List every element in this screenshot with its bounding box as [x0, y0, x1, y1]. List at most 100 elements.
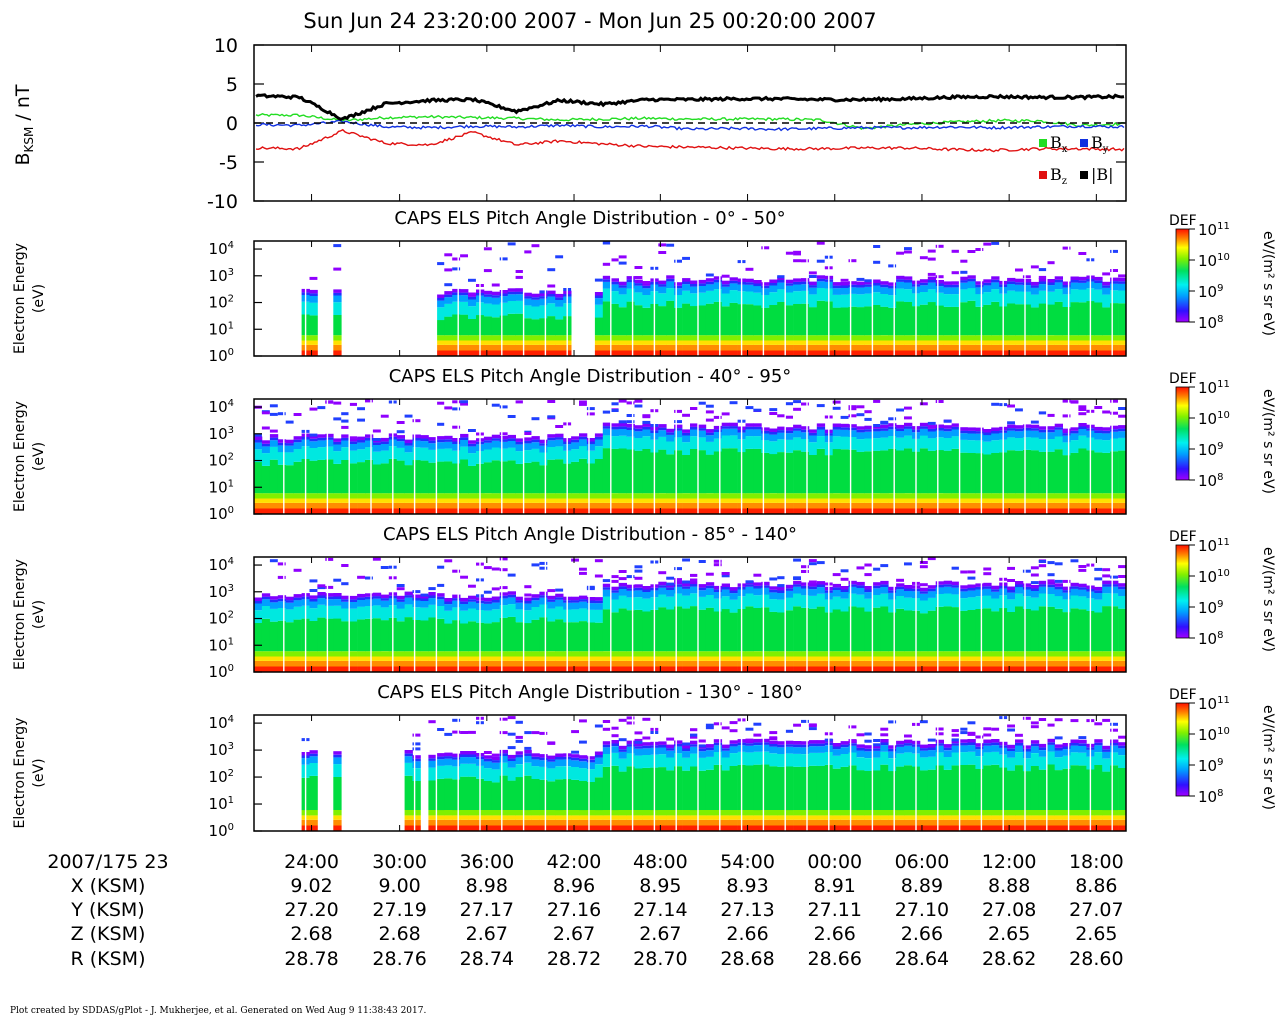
heatmap-cell	[460, 810, 469, 816]
heatmap-cell	[586, 815, 596, 820]
heatmap-cell	[634, 815, 643, 820]
heatmap-cell	[499, 731, 508, 735]
heatmap-cell	[967, 651, 976, 657]
heatmap-cell	[674, 825, 683, 831]
heatmap-cell	[1046, 573, 1055, 577]
heatmap-cell	[769, 285, 778, 293]
heatmap-cell	[579, 651, 588, 657]
heatmap-cell	[705, 815, 715, 820]
heatmap-cell	[523, 437, 532, 441]
heatmap-cell	[872, 748, 881, 751]
heatmap-cell	[848, 765, 857, 810]
heatmap-cell	[666, 770, 675, 810]
heatmap-cell	[690, 825, 699, 831]
heatmap-cell	[452, 407, 461, 411]
heatmap-cell	[1038, 493, 1048, 499]
heatmap-cell	[753, 335, 762, 341]
heatmap-cell	[761, 764, 770, 810]
colorbar-tick-label: 108	[1198, 314, 1223, 332]
heatmap-cell	[777, 502, 786, 509]
heatmap-cell	[618, 281, 627, 286]
heatmap-cell	[333, 777, 342, 810]
heatmap-cell	[856, 566, 865, 570]
heatmap-cell	[531, 344, 540, 351]
heatmap-cell	[753, 607, 762, 652]
heatmap-cell	[769, 589, 778, 593]
heatmap-cell	[840, 285, 849, 288]
heatmap-cell	[1022, 810, 1032, 816]
heatmap-cell	[880, 421, 889, 425]
heatmap-cell	[1030, 740, 1040, 744]
heatmap-cell	[531, 756, 540, 760]
heatmap-cell	[634, 565, 643, 569]
heatmap-cell	[341, 595, 350, 600]
heatmap-cell	[943, 281, 952, 285]
heatmap-cell	[491, 825, 501, 831]
heatmap-cell	[579, 439, 588, 447]
heatmap-cell	[705, 290, 715, 304]
heatmap-cell	[729, 493, 738, 499]
heatmap-cell	[428, 595, 437, 599]
heatmap-cell	[777, 344, 786, 351]
heatmap-cell	[1070, 276, 1079, 280]
heatmap-cell	[261, 618, 271, 652]
heatmap-cell	[1022, 819, 1032, 826]
heatmap-cell	[840, 449, 849, 494]
heatmap-cell	[452, 314, 461, 336]
heatmap-cell	[499, 405, 508, 409]
heatmap-cell	[1078, 340, 1087, 345]
heatmap-cell	[880, 428, 889, 431]
heatmap-cell	[1030, 743, 1040, 747]
heatmap-cell	[579, 595, 588, 600]
heatmap-cell	[690, 660, 699, 667]
heatmap-cell	[1038, 426, 1048, 430]
heatmap-cell	[555, 606, 564, 620]
heatmap-cell	[634, 742, 643, 747]
heatmap-cell	[618, 738, 627, 742]
heatmap-cell	[1078, 739, 1087, 744]
heatmap-cell	[1062, 743, 1071, 747]
heatmap-cell	[697, 450, 707, 494]
heatmap-cell	[325, 618, 334, 652]
heatmap-cell	[729, 498, 738, 503]
heatmap-cell	[888, 666, 897, 672]
heatmap-cell	[1022, 502, 1032, 509]
heatmap-cell	[729, 290, 738, 303]
heatmap-cell	[713, 819, 723, 826]
heatmap-cell	[705, 429, 715, 433]
heatmap-cell	[713, 651, 723, 657]
heatmap-cell	[1078, 282, 1087, 290]
heatmap-cell	[848, 493, 857, 499]
heatmap-cell	[428, 604, 437, 618]
heatmap-cell	[634, 502, 643, 509]
heatmap-cell	[690, 436, 699, 449]
heatmap-cell	[697, 587, 707, 591]
heatmap-cell	[285, 656, 294, 661]
heatmap-cell	[753, 286, 762, 293]
heatmap-cell	[927, 588, 937, 592]
heatmap-cell	[483, 462, 493, 494]
heatmap-cell	[618, 586, 627, 589]
heatmap-cell	[254, 436, 263, 440]
heatmap-cell	[967, 508, 976, 514]
heatmap-cell	[872, 819, 881, 826]
heatmap-cell	[626, 721, 635, 725]
heatmap-cell	[769, 825, 778, 831]
heatmap-cell	[499, 296, 508, 303]
heatmap-cell	[1094, 493, 1103, 499]
heatmap-cell	[753, 651, 762, 657]
heatmap-cell	[872, 279, 881, 283]
heatmap-cell	[642, 592, 651, 599]
heatmap-cell	[975, 660, 984, 667]
heatmap-cell	[959, 452, 968, 494]
heatmap-cell	[682, 493, 691, 499]
heatmap-cell	[412, 620, 421, 652]
spectrogram-ytick-label: 101	[209, 320, 234, 338]
heatmap-cell	[1078, 344, 1087, 351]
heatmap-cell	[499, 595, 508, 599]
heatmap-cell	[808, 608, 818, 652]
heatmap-cell	[769, 408, 778, 412]
heatmap-cell	[1102, 440, 1111, 453]
heatmap-cell	[626, 588, 635, 591]
heatmap-cell	[761, 295, 770, 308]
